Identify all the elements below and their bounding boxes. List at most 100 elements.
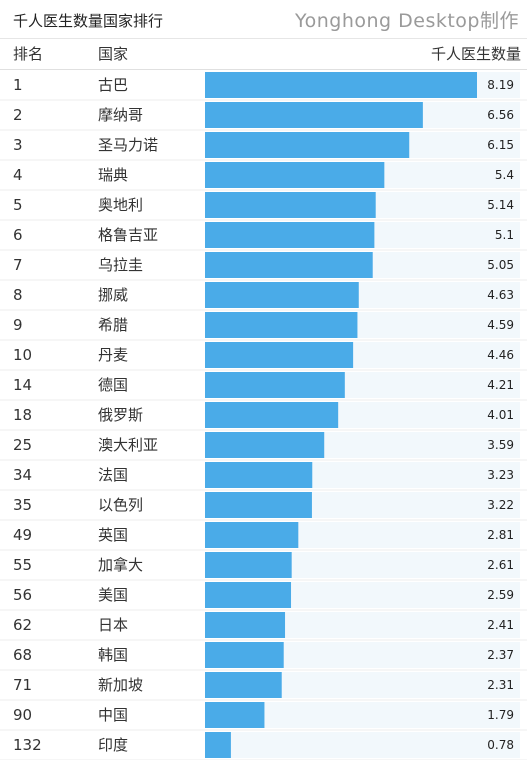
rank-label: 6 <box>13 226 23 244</box>
value-label: 8.19 <box>487 78 514 92</box>
bar[interactable] <box>205 522 299 548</box>
bar[interactable] <box>205 612 286 638</box>
bar[interactable] <box>205 552 292 578</box>
country-label: 乌拉圭 <box>98 256 143 274</box>
value-label: 2.41 <box>487 618 514 632</box>
bar[interactable] <box>205 162 385 188</box>
country-label: 摩纳哥 <box>98 106 143 124</box>
value-label: 4.59 <box>487 318 514 332</box>
chart-title: 千人医生数量国家排行 <box>13 12 164 30</box>
value-column-header[interactable]: 千人医生数量 <box>430 45 521 63</box>
rank-label: 68 <box>13 646 32 664</box>
country-label: 以色列 <box>98 496 143 514</box>
rank-label: 25 <box>13 436 32 454</box>
country-label: 新加坡 <box>98 676 143 694</box>
value-label: 6.56 <box>487 108 514 122</box>
country-label: 丹麦 <box>98 346 128 364</box>
bar[interactable] <box>205 492 312 518</box>
value-label: 5.1 <box>495 228 514 242</box>
rank-label: 62 <box>13 616 32 634</box>
country-label: 印度 <box>98 736 128 754</box>
column-header-row: 排名 国家 千人医生数量 <box>0 39 527 69</box>
country-label: 奥地利 <box>98 196 143 214</box>
value-label: 5.4 <box>495 168 514 182</box>
country-label: 澳大利亚 <box>98 436 158 454</box>
value-label: 3.22 <box>487 498 514 512</box>
country-label: 格鲁吉亚 <box>98 226 158 244</box>
value-label: 0.78 <box>487 738 514 752</box>
country-label: 德国 <box>98 376 128 394</box>
country-label: 韩国 <box>98 646 128 664</box>
rank-label: 7 <box>13 256 23 274</box>
title-divider <box>0 38 527 39</box>
value-label: 3.59 <box>487 438 514 452</box>
value-label: 1.79 <box>487 708 514 722</box>
value-label: 2.37 <box>487 648 514 662</box>
country-column-header[interactable]: 国家 <box>98 45 129 63</box>
rank-column-header[interactable]: 排名 <box>13 45 44 63</box>
country-label: 加拿大 <box>98 556 143 574</box>
bar[interactable] <box>205 702 265 728</box>
rank-label: 49 <box>13 526 32 544</box>
country-label: 法国 <box>98 466 128 484</box>
rank-label: 132 <box>13 736 42 754</box>
rank-label: 2 <box>13 106 23 124</box>
rank-label: 34 <box>13 466 32 484</box>
bar[interactable] <box>205 672 282 698</box>
rank-label: 10 <box>13 346 32 364</box>
bar[interactable] <box>205 282 359 308</box>
bar[interactable] <box>205 252 373 278</box>
value-label: 2.59 <box>487 588 514 602</box>
watermark-text: Yonghong Desktop制作 <box>295 10 519 32</box>
rank-label: 8 <box>13 286 23 304</box>
rank-label: 35 <box>13 496 32 514</box>
country-label: 美国 <box>98 586 128 604</box>
value-label: 5.05 <box>487 258 514 272</box>
rank-label: 5 <box>13 196 23 214</box>
rank-label: 56 <box>13 586 32 604</box>
rank-label: 90 <box>13 706 32 724</box>
bar[interactable] <box>205 642 284 668</box>
value-label: 6.15 <box>487 138 514 152</box>
value-label: 4.63 <box>487 288 514 302</box>
value-label: 3.23 <box>487 468 514 482</box>
country-label: 日本 <box>98 616 128 634</box>
rank-label: 14 <box>13 376 32 394</box>
country-label: 中国 <box>98 706 128 724</box>
bar[interactable] <box>205 132 410 158</box>
rank-label: 55 <box>13 556 32 574</box>
rank-label: 71 <box>13 676 32 694</box>
bar[interactable] <box>205 342 354 368</box>
country-label: 俄罗斯 <box>98 406 143 424</box>
bar[interactable] <box>205 192 376 218</box>
value-label: 4.01 <box>487 408 514 422</box>
bar-track <box>205 732 520 758</box>
value-label: 2.31 <box>487 678 514 692</box>
country-label: 圣马力诺 <box>98 136 158 154</box>
header-divider <box>0 69 527 70</box>
rank-label: 4 <box>13 166 23 184</box>
bar[interactable] <box>205 222 375 248</box>
country-label: 瑞典 <box>98 166 128 184</box>
rank-label: 3 <box>13 136 23 154</box>
bar[interactable] <box>205 582 292 608</box>
rank-label: 18 <box>13 406 32 424</box>
value-label: 2.81 <box>487 528 514 542</box>
bar[interactable] <box>205 462 313 488</box>
rank-label: 9 <box>13 316 23 334</box>
country-label: 古巴 <box>98 76 128 94</box>
value-label: 2.61 <box>487 558 514 572</box>
value-label: 5.14 <box>487 198 514 212</box>
country-label: 挪威 <box>98 286 128 304</box>
bar[interactable] <box>205 732 231 758</box>
value-label: 4.46 <box>487 348 514 362</box>
bar[interactable] <box>205 432 325 458</box>
bar[interactable] <box>205 402 339 428</box>
bar[interactable] <box>205 372 345 398</box>
value-label: 4.21 <box>487 378 514 392</box>
bar[interactable] <box>205 72 477 98</box>
rank-label: 1 <box>13 76 23 94</box>
bar[interactable] <box>205 312 358 338</box>
bar[interactable] <box>205 102 423 128</box>
